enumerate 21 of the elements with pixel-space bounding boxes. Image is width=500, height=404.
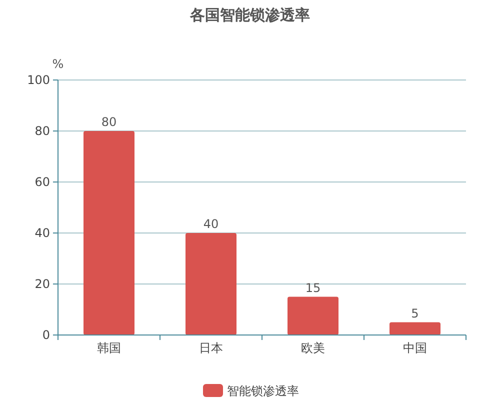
y-axis-title: % <box>52 57 64 71</box>
y-tick-label: 20 <box>34 277 50 292</box>
chart-title: 各国智能锁渗透率 <box>189 6 310 24</box>
y-tick-label: 40 <box>34 226 50 240</box>
y-tick-label: 100 <box>27 73 50 88</box>
x-tick-label: 韩国 <box>97 341 121 355</box>
data-label: 80 <box>101 115 117 129</box>
data-label: 40 <box>203 217 219 231</box>
x-tick-label: 日本 <box>199 341 223 355</box>
y-tick-label: 80 <box>34 124 50 138</box>
bar <box>84 131 134 335</box>
data-label: 15 <box>305 280 321 295</box>
y-tick-label: 0 <box>42 328 50 342</box>
bar <box>186 233 236 335</box>
x-tick-label: 欧美 <box>301 341 325 355</box>
data-label: 5 <box>411 306 419 320</box>
legend-label: 智能锁渗透率 <box>227 384 299 398</box>
bar <box>390 322 440 335</box>
x-tick-label: 中国 <box>403 341 427 355</box>
y-tick-label: 60 <box>34 175 50 190</box>
bar <box>288 296 338 335</box>
